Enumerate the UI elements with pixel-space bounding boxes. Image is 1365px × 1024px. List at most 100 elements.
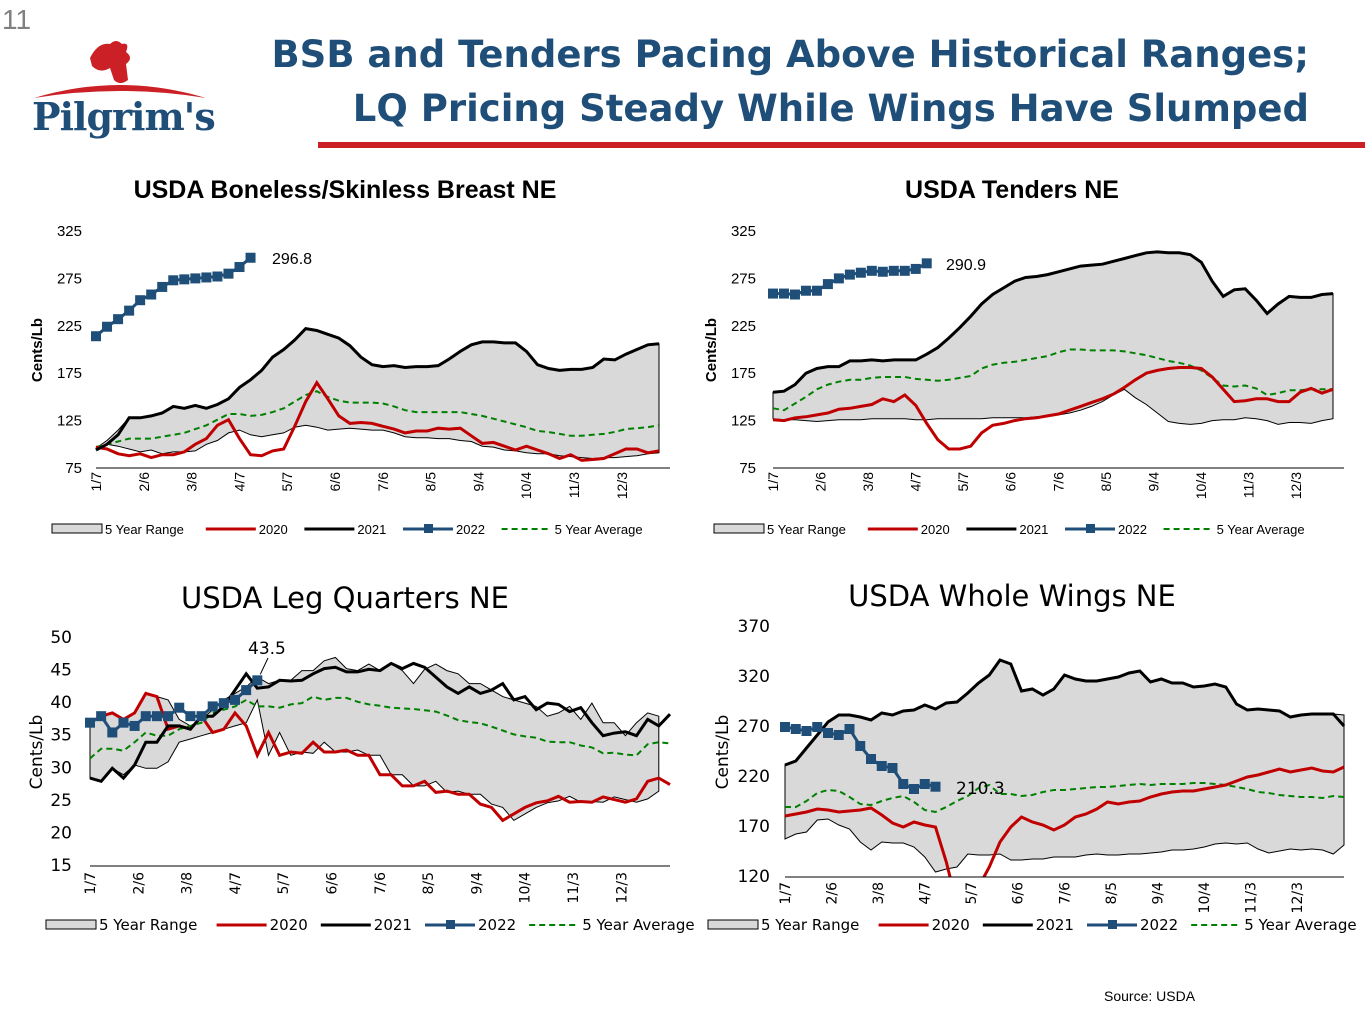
data-point-2022 <box>196 711 207 722</box>
data-point-2022 <box>811 285 822 296</box>
data-point-2022 <box>146 289 157 300</box>
y-tick-label: 270 <box>738 717 770 737</box>
y-axis-label: Cents/Lb <box>713 715 733 790</box>
five-year-range-area <box>95 328 660 460</box>
y-tick-label: 125 <box>731 413 756 430</box>
data-point-2022 <box>185 711 196 722</box>
x-tick-label: 12/3 <box>614 872 630 903</box>
series-line-5-year-average <box>785 782 1345 814</box>
data-point-2022 <box>887 763 898 773</box>
y-tick-label: 175 <box>57 365 82 382</box>
data-point-2022 <box>801 726 812 736</box>
chart-title: USDA Whole Wings NE <box>848 579 1176 613</box>
y-tick-label: 275 <box>57 270 82 287</box>
x-tick-label: 12/3 <box>1290 882 1306 913</box>
annotation-label: 210.3 <box>956 779 1005 799</box>
company-logo: Pilgrim's <box>30 36 216 146</box>
y-axis-label: Cents/Lb <box>703 318 720 382</box>
chart-title: USDA Leg Quarters NE <box>181 581 509 615</box>
y-tick-label: 275 <box>731 270 756 287</box>
legend-label: 5 Year Average <box>582 916 694 934</box>
x-tick-label: 1/7 <box>765 472 781 492</box>
x-tick-label: 1/7 <box>778 882 794 905</box>
data-point-2022 <box>876 761 887 771</box>
rooster-icon <box>34 41 206 98</box>
legend-label: 2020 <box>259 522 288 537</box>
legend-label: 2022 <box>478 916 516 934</box>
y-tick-label: 225 <box>57 318 82 335</box>
legend-label: 2021 <box>374 916 412 934</box>
x-tick-label: 10/4 <box>518 872 534 904</box>
data-point-2022 <box>844 724 855 734</box>
x-tick-label: 3/8 <box>180 872 196 895</box>
y-axis-label: Cents/Lb <box>29 318 46 382</box>
x-tick-label: 4/7 <box>231 472 247 492</box>
data-point-2022 <box>790 724 801 734</box>
y-tick-label: 370 <box>738 617 770 637</box>
data-point-2022 <box>91 331 101 342</box>
data-point-2022 <box>179 274 190 285</box>
legend-swatch-range <box>713 523 765 534</box>
data-point-2022 <box>245 252 256 263</box>
data-point-2022 <box>252 675 263 686</box>
legend-label: 2021 <box>1019 522 1048 537</box>
data-point-2022 <box>789 289 800 300</box>
data-point-2022 <box>151 711 162 722</box>
y-tick-label: 170 <box>738 817 770 837</box>
chart-title: USDA Tenders NE <box>905 176 1119 204</box>
series-line-2021 <box>95 326 660 452</box>
y-tick-label: 325 <box>57 223 82 240</box>
data-point-2022 <box>218 698 229 709</box>
x-tick-label: 1/7 <box>83 872 99 895</box>
legend-label: 2020 <box>932 916 970 934</box>
x-tick-label: 9/4 <box>1150 882 1166 905</box>
page-title: BSB and Tenders Pacing Above Historical … <box>271 28 1309 136</box>
legend-swatch-range <box>707 919 759 930</box>
chart-bsb: USDA Boneless/Skinless Breast NE 296.8 75 1… <box>29 176 670 537</box>
data-point-2022 <box>201 272 212 283</box>
x-tick-label: 3/8 <box>860 472 876 492</box>
chart-legend: 5 Year Range 2020 2021 2022 5 Year Average <box>713 522 1305 537</box>
annotation-leader <box>259 657 269 675</box>
x-tick-label: 5/7 <box>955 472 971 492</box>
data-point-2022 <box>812 722 823 732</box>
chart-leg-quarters: USDA Leg Quarters NE 43.5 15 20 25 30 35 40 45 50… <box>27 581 695 934</box>
x-tick-label: 4/7 <box>918 882 934 905</box>
chart-tenders: USDA Tenders NE 290.9 75 125 175 225 275 325 1/7… <box>703 176 1344 537</box>
legend-marker-2022 <box>424 524 433 533</box>
data-point-2022 <box>140 711 151 722</box>
data-point-2022 <box>157 281 168 292</box>
data-point-2022 <box>135 295 146 306</box>
y-tick-label: 75 <box>739 460 756 477</box>
data-point-2022 <box>778 288 789 299</box>
data-point-2022 <box>833 273 844 284</box>
logo-wordmark: Pilgrim's <box>32 94 216 139</box>
y-tick-label: 25 <box>50 791 72 811</box>
x-tick-label: 3/8 <box>184 472 200 492</box>
legend-label: 5 Year Range <box>761 916 859 934</box>
series-line-5-year-average <box>772 348 1333 412</box>
y-tick-label: 125 <box>57 413 82 430</box>
chart-legend: 5 Year Range 2020 2021 2022 5 Year Average <box>45 916 695 934</box>
legend-marker-2022 <box>1086 524 1095 533</box>
page-number: 11 <box>2 4 32 35</box>
data-point-2022 <box>768 288 778 299</box>
data-point-2022 <box>898 779 909 789</box>
x-tick-label: 7/6 <box>373 872 389 895</box>
data-point-2022 <box>844 269 855 280</box>
x-tick-label: 6/6 <box>327 472 343 492</box>
data-point-2022 <box>102 321 113 332</box>
x-tick-label: 11/3 <box>1241 472 1257 498</box>
data-point-2022 <box>174 702 185 713</box>
x-tick-label: 5/7 <box>964 882 980 905</box>
y-tick-label: 175 <box>731 365 756 382</box>
y-tick-label: 15 <box>50 856 72 876</box>
series-line-2020 <box>95 379 660 462</box>
y-axis-label: Cents/Lb <box>27 715 47 790</box>
title-line-2: LQ Pricing Steady While Wings Have Slump… <box>352 87 1309 130</box>
series-line-2021 <box>89 661 672 784</box>
x-tick-label: 2/6 <box>131 872 147 895</box>
x-tick-label: 5/7 <box>276 872 292 895</box>
x-tick-label: 3/8 <box>871 882 887 905</box>
